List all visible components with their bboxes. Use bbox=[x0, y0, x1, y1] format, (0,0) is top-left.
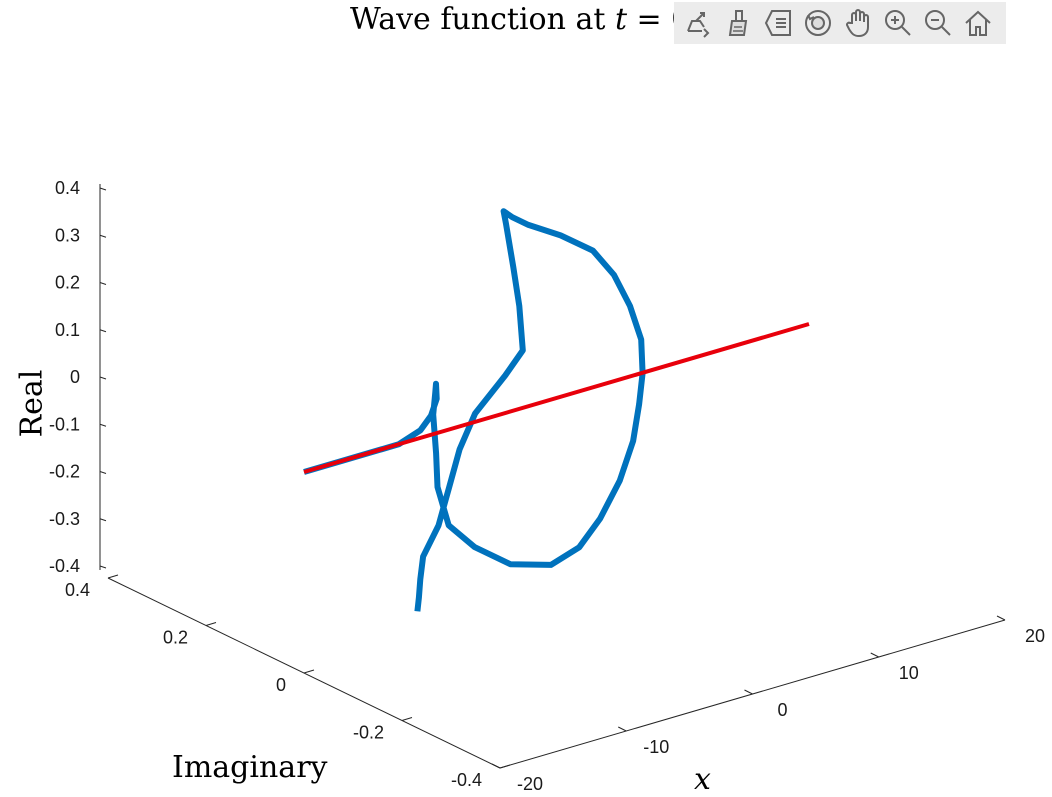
y-tick-label: -0.4 bbox=[451, 770, 482, 790]
z-tick-label: -0.2 bbox=[49, 462, 80, 482]
z-tick-mark bbox=[99, 234, 107, 238]
z-tick-label: -0.4 bbox=[49, 556, 80, 576]
z-tick-label: 0 bbox=[70, 367, 80, 387]
rotate-3d-button[interactable] bbox=[800, 5, 836, 41]
x-tick-mark bbox=[996, 615, 1006, 621]
zoom-in-button[interactable] bbox=[880, 5, 916, 41]
y-tick-label: 0 bbox=[276, 675, 286, 695]
z-tick-mark bbox=[99, 376, 107, 380]
y-tick-mark bbox=[401, 717, 413, 721]
title-variable: t bbox=[614, 2, 628, 37]
x-tick-mark bbox=[744, 689, 753, 695]
z-tick-mark bbox=[99, 518, 107, 522]
x-tick-label: -10 bbox=[643, 737, 669, 757]
title-prefix: Wave function at bbox=[350, 2, 615, 37]
z-tick-label: 0.3 bbox=[55, 225, 80, 245]
export-icon bbox=[687, 12, 710, 38]
y-tick-mark bbox=[303, 669, 315, 674]
z-tick-mark bbox=[99, 471, 107, 474]
z-tick-label: -0.3 bbox=[49, 509, 80, 529]
x-axis-label: x bbox=[694, 762, 711, 797]
rotate-3d-icon bbox=[805, 10, 831, 36]
z-tick-mark bbox=[99, 282, 107, 285]
x-tick-label: 0 bbox=[777, 700, 787, 720]
brush-icon bbox=[728, 10, 748, 36]
export-button[interactable] bbox=[680, 5, 716, 41]
zoom-out-button[interactable] bbox=[920, 5, 956, 41]
y-axis-label: Imaginary bbox=[172, 750, 328, 785]
y-tick-label: 0.4 bbox=[65, 580, 90, 600]
series-group bbox=[303, 208, 810, 612]
y-tick-mark bbox=[499, 764, 511, 769]
z-tick-mark bbox=[99, 423, 107, 427]
data-tips-button[interactable] bbox=[760, 5, 796, 41]
z-tick-label: 0.1 bbox=[55, 320, 80, 340]
real-axis-series-line bbox=[303, 322, 810, 474]
axes-box bbox=[99, 184, 1006, 769]
z-tick-mark bbox=[99, 565, 107, 569]
z-tick-label: -0.1 bbox=[49, 414, 80, 434]
y-tick-label: -0.2 bbox=[353, 723, 384, 743]
home-button[interactable] bbox=[960, 5, 996, 41]
data-tips-icon bbox=[764, 10, 791, 36]
tick-labels: -0.4 -0.3 -0.2 -0.1 0 0.1 0.2 0.3 0.4 -20 -10 0 10 20… bbox=[49, 178, 1045, 794]
zoom-out-icon bbox=[925, 10, 951, 36]
pan-hand-icon bbox=[846, 9, 869, 38]
y-tick-mark bbox=[107, 574, 119, 579]
brush-button[interactable] bbox=[720, 5, 756, 41]
y-tick-label: 0.2 bbox=[163, 628, 188, 648]
x-tick-mark bbox=[618, 726, 627, 732]
home-icon bbox=[965, 10, 991, 36]
chart-title: Wave function at t = 0 bbox=[350, 2, 690, 37]
z-axis-label: Real bbox=[14, 369, 50, 438]
z-tick-label: 0.4 bbox=[55, 178, 80, 198]
y-tick-mark bbox=[205, 622, 217, 626]
z-tick-label: 0.2 bbox=[55, 273, 80, 293]
z-tick-mark bbox=[99, 329, 107, 333]
wave-series-line bbox=[303, 208, 646, 612]
zoom-in-icon bbox=[885, 10, 911, 36]
pan-button[interactable] bbox=[840, 5, 876, 41]
x-tick-mark bbox=[870, 652, 879, 658]
x-tick-label: 10 bbox=[899, 663, 919, 683]
x-tick-label: -20 bbox=[517, 774, 543, 794]
z-tick-mark bbox=[99, 187, 107, 191]
x-tick-label: 20 bbox=[1025, 626, 1045, 646]
x-tick-mark bbox=[491, 763, 501, 769]
figure-toolbar bbox=[674, 2, 1006, 44]
